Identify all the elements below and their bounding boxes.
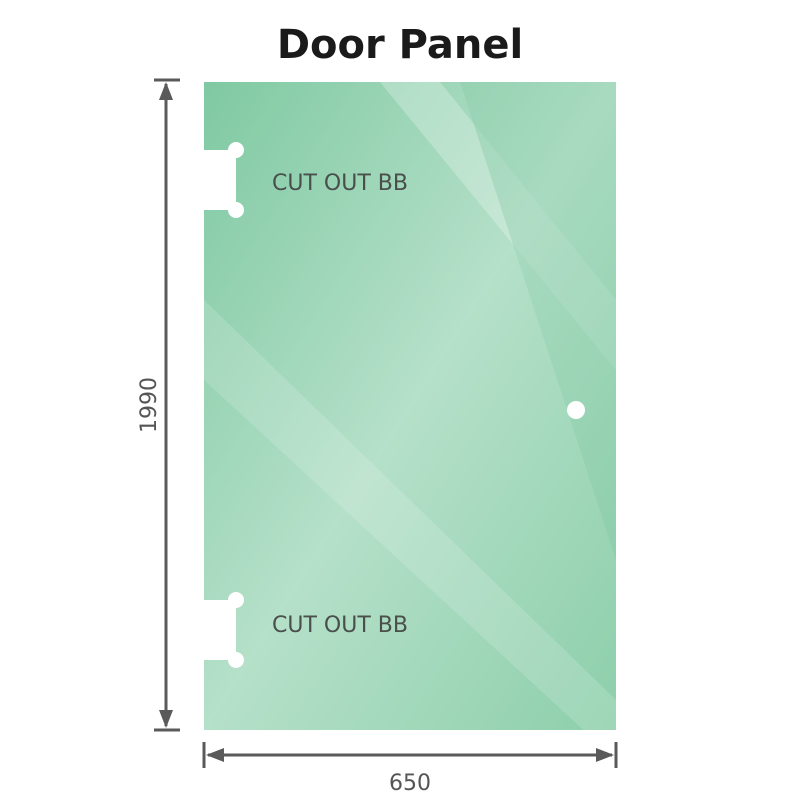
cutout-label-bottom: CUT OUT BB bbox=[272, 613, 408, 638]
width-label: 650 bbox=[389, 771, 431, 796]
height-label: 1990 bbox=[137, 377, 162, 433]
glass-panel bbox=[204, 82, 616, 730]
page-title: Door Panel bbox=[276, 22, 524, 68]
height-dimension-line bbox=[154, 78, 180, 732]
handle-hole bbox=[567, 401, 585, 419]
width-dimension-line bbox=[202, 742, 618, 768]
cutout-top bbox=[204, 142, 244, 218]
cutout-bottom bbox=[204, 592, 244, 668]
cutout-label-top: CUT OUT BB bbox=[272, 171, 408, 196]
